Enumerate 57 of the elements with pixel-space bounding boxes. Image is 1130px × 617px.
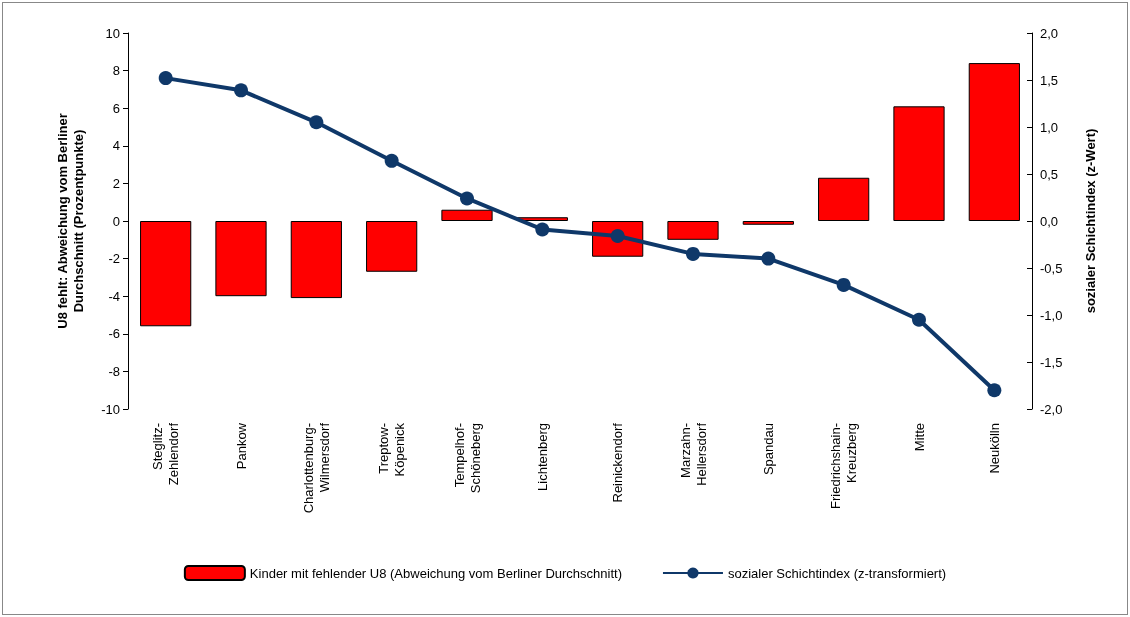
x-tick-label: Tempelhof-Schöneberg [451, 423, 483, 494]
x-tick-label: Treptow-Köpenick [376, 422, 408, 477]
point [460, 191, 474, 206]
bar [366, 221, 418, 272]
x-tick-label: Friedrichshain-Kreuzberg [828, 423, 860, 509]
point [234, 83, 248, 98]
bar [818, 177, 870, 221]
bar [140, 221, 192, 327]
x-tick-label: Pankow [233, 422, 249, 470]
y2-tick-label: 1,5 [1040, 72, 1059, 88]
x-tick-label: Charlottenburg-Wilmersdorf [300, 422, 332, 514]
bar [441, 209, 493, 221]
y2-tick-label: -1,5 [1040, 354, 1063, 370]
y-tick-label: 10 [105, 25, 120, 41]
x-tick-label: Steglitz-Zehlendorf [150, 422, 182, 486]
bar [968, 63, 1020, 221]
y-tick-label: -4 [108, 288, 120, 304]
x-tick-label: Marzahn-Hellersdorf [677, 422, 709, 486]
x-tick-label: Lichtenberg [534, 423, 550, 491]
y-tick-label: 0 [112, 213, 120, 229]
y-tick-label: -8 [108, 363, 120, 379]
point [384, 153, 399, 168]
point [761, 251, 776, 266]
x-tick-label: Reinickendorf [610, 422, 626, 503]
y2-tick-label: 2,0 [1040, 25, 1059, 41]
legend-label: sozialer Schichtindex (z-transformiert) [727, 565, 947, 581]
y-tick-label: -2 [108, 251, 120, 267]
point [158, 71, 173, 86]
point [535, 222, 550, 237]
x-tick-label: Neukölln [986, 423, 1002, 474]
y-tick-label: -10 [101, 401, 120, 417]
y-tick-label: -6 [108, 326, 120, 342]
y-axis-title: U8 fehlt: Abweichung vom Berliner Durchschnitt (Prozentpunkte) [54, 113, 86, 329]
y-tick-label: 2 [112, 175, 120, 191]
bar [893, 106, 945, 221]
y2-tick-label: 0,0 [1040, 213, 1059, 229]
y2-tick-label: -2,0 [1040, 401, 1063, 417]
point [836, 277, 851, 292]
bar [667, 221, 719, 240]
y2-tick-label: -0,5 [1040, 260, 1063, 276]
y-tick-label: 6 [112, 100, 120, 116]
x-tick-label: Mitte [911, 423, 927, 452]
y-tick-label: 8 [112, 63, 120, 79]
bar [742, 221, 794, 225]
y2-tick-label: -1,0 [1040, 307, 1063, 323]
y-tick-label: 4 [112, 138, 120, 154]
legend-label: Kinder mit fehlender U8 (Abweichung vom Berliner Durchschnitt) [249, 565, 622, 581]
bar [290, 221, 342, 299]
point [686, 246, 700, 261]
point [987, 383, 1002, 398]
y2-axis-title: sozialer Schichtindex (z-Wert) [1082, 128, 1098, 314]
bar [215, 221, 267, 297]
y2-tick-label: 0,5 [1040, 166, 1059, 182]
point [912, 312, 926, 327]
x-tick-label: Spandau [760, 423, 776, 476]
y2-tick-label: 1,0 [1040, 119, 1059, 135]
point [309, 115, 324, 130]
